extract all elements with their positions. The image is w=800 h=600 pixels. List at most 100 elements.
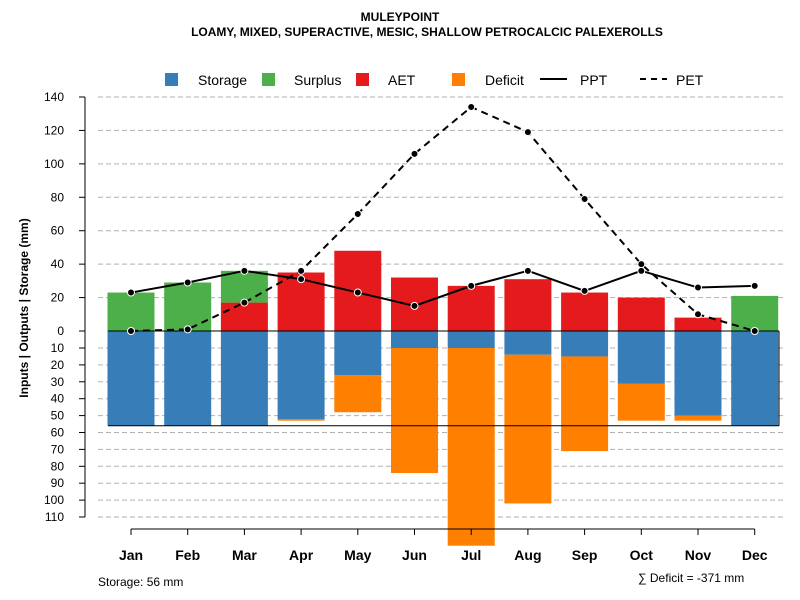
bar-storage: [334, 331, 382, 376]
x-tick-label: Nov: [685, 547, 712, 563]
pet-point: [240, 298, 249, 307]
storage-note: Storage: 56 mm: [98, 575, 183, 589]
bar-aet: [504, 279, 552, 331]
bar-aet: [447, 285, 495, 331]
deficit-note: ∑ Deficit = -371 mm: [638, 571, 744, 585]
y-tick-label: 20: [51, 358, 65, 372]
bar-deficit: [674, 415, 722, 421]
legend-surplus-swatch: [262, 73, 275, 86]
bar-storage: [617, 331, 665, 384]
x-tick-label: Jan: [119, 547, 143, 563]
gridlines: [98, 96, 783, 518]
bar-deficit: [334, 375, 382, 413]
y-tick-label: 20: [51, 291, 65, 305]
bar-storage: [561, 331, 609, 357]
legend-storage-label: Storage: [198, 72, 247, 88]
pet-point: [297, 266, 306, 275]
x-tick-label: Jul: [461, 547, 481, 563]
pet-point: [523, 128, 532, 137]
x-tick-label: May: [344, 547, 371, 563]
bar-storage: [220, 331, 268, 426]
ppt-point: [694, 283, 702, 292]
legend-deficit-swatch: [452, 73, 465, 86]
bar-storage: [391, 331, 438, 348]
bar-deficit: [447, 348, 495, 546]
x-tick-label: Jun: [402, 547, 427, 563]
x-tick-label: Feb: [175, 547, 200, 563]
legend-aet-swatch: [356, 73, 369, 86]
legend-surplus-label: Surplus: [294, 72, 341, 88]
y-tick-label: 100: [44, 157, 64, 171]
bar-deficit: [561, 356, 609, 452]
chart-subtitle: LOAMY, MIXED, SUPERACTIVE, MESIC, SHALLO…: [191, 25, 663, 39]
bars: [107, 250, 779, 546]
legend-deficit-label: Deficit: [485, 72, 524, 88]
ppt-point: [637, 266, 646, 275]
x-tick-label: Mar: [232, 547, 257, 563]
legend: Storage Surplus AET Deficit PPT PET: [165, 72, 704, 88]
pet-point: [183, 325, 192, 334]
bar-deficit: [504, 354, 552, 504]
legend-storage-swatch: [165, 73, 178, 86]
chart-title: MULEYPOINT: [361, 10, 440, 24]
ticks: 0 20 40 60 80 100 120 140 10 20 30 40 50 60 70 80 90 100 1…: [44, 90, 768, 563]
ppt-point: [467, 281, 476, 290]
bar-surplus: [220, 270, 268, 303]
y-tick-label: 40: [51, 257, 65, 271]
bar-storage: [504, 331, 552, 355]
ppt-point: [353, 288, 362, 297]
y-tick-label: 140: [44, 90, 64, 104]
legend-aet-label: AET: [388, 72, 416, 88]
y-tick-label: 110: [45, 510, 64, 524]
y-tick-label: 90: [51, 476, 65, 490]
pet-point: [637, 260, 646, 269]
ppt-point: [297, 275, 306, 284]
legend-ppt-label: PPT: [580, 72, 608, 88]
y-axis-label: Inputs | Outputs | Storage (mm): [17, 218, 31, 397]
y-tick-label: 50: [51, 409, 65, 423]
x-tick-label: Dec: [742, 547, 768, 563]
bar-storage: [674, 331, 722, 416]
pet-point: [410, 149, 419, 158]
ppt-point: [580, 286, 589, 295]
bar-storage: [447, 331, 495, 348]
x-tick-label: Sep: [572, 547, 598, 563]
bar-storage: [277, 331, 325, 419]
ppt-point: [127, 288, 135, 297]
y-tick-label: 80: [51, 190, 65, 204]
ppt-point: [750, 281, 759, 290]
pet-point: [353, 210, 362, 218]
bar-surplus: [107, 292, 155, 331]
y-tick-label: 80: [51, 459, 65, 473]
y-tick-label: 10: [51, 341, 65, 355]
ppt-line: [130, 269, 755, 307]
bar-surplus: [731, 295, 779, 331]
bar-storage: [107, 331, 155, 426]
x-tick-label: Aug: [514, 547, 541, 563]
pet-point: [467, 103, 476, 112]
y-tick-label: 70: [51, 442, 65, 456]
pet-point: [580, 194, 589, 203]
pet-point: [694, 310, 702, 319]
ppt-point: [410, 301, 419, 310]
bar-aet: [674, 317, 722, 331]
bar-deficit: [391, 348, 438, 474]
lines: [108, 103, 780, 427]
ppt-point: [240, 266, 249, 275]
bar-storage: [731, 331, 779, 426]
y-tick-label: 100: [44, 493, 64, 507]
y-tick-label: 120: [44, 123, 64, 137]
y-tick-label: 40: [51, 392, 65, 406]
y-tick-label: 60: [51, 224, 65, 238]
y-tick-label: 60: [51, 426, 65, 440]
bar-deficit: [277, 418, 325, 421]
bar-aet: [561, 292, 609, 331]
pet-point: [750, 327, 759, 335]
ppt-point: [183, 278, 192, 287]
y-tick-label: 30: [51, 375, 65, 389]
bar-aet: [617, 297, 665, 331]
bar-surplus: [164, 282, 212, 331]
axes: [79, 96, 756, 535]
pet-point: [127, 327, 135, 335]
